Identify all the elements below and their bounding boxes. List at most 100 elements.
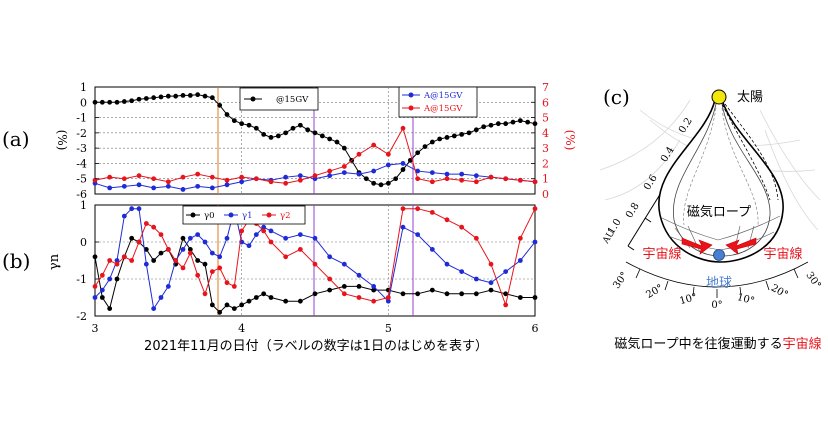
au-tick-0.4: 0.4: [659, 145, 677, 164]
data-point-blue: [429, 247, 435, 252]
data-point-blue: [261, 224, 267, 230]
y-tick-label-right: 2: [542, 157, 549, 170]
data-point-black: [517, 118, 523, 124]
data-point-blue: [195, 183, 201, 189]
data-point-red: [158, 232, 164, 238]
data-point-blue: [371, 284, 377, 289]
data-point-blue: [187, 235, 193, 241]
magnetic-rope-outline: [657, 99, 784, 263]
y-tick-label-right: 0: [542, 188, 549, 201]
data-point-black: [275, 133, 281, 139]
data-point-blue: [283, 235, 289, 241]
angle-arc: [625, 261, 809, 288]
data-point-black: [99, 295, 105, 300]
chart-a-legend-right: A@15GV A@15GV: [398, 86, 478, 118]
chart-b-x-ticks: 3 4 5 6: [92, 322, 539, 335]
data-point-black: [451, 133, 457, 139]
data-point-black: [319, 133, 325, 139]
panel-label-c: (c): [603, 85, 630, 109]
rope-inner-left-2: [683, 107, 717, 226]
data-point-black: [334, 139, 340, 145]
panel-label-b: (b): [2, 249, 30, 273]
data-point-black: [195, 258, 201, 263]
chart-b-series: [92, 206, 538, 315]
chart-b: -2 -1 0 1 3 4 5 6 γn γ0 γ1 γ2: [47, 199, 539, 335]
chart-b-legend: γ0 γ1 γ2: [182, 205, 306, 225]
data-point-black: [165, 93, 171, 99]
data-point-red: [532, 206, 538, 212]
data-point-blue: [327, 173, 333, 179]
data-point-black: [495, 121, 501, 127]
data-point-red: [327, 168, 333, 174]
caption-main: 磁気ロープ中を往復運動する: [614, 336, 782, 352]
data-point-red: [415, 176, 421, 182]
rope-inner-right: [721, 103, 771, 257]
data-point-red: [209, 269, 215, 274]
data-point-red: [371, 298, 377, 304]
data-point-red: [517, 235, 523, 241]
data-point-red: [444, 176, 450, 182]
data-point-red: [488, 174, 494, 180]
data-point-black: [107, 99, 113, 105]
data-point-red: [532, 179, 538, 185]
data-point-red: [261, 228, 267, 234]
data-point-red: [231, 284, 237, 289]
data-point-red: [312, 261, 318, 267]
data-point-black: [92, 254, 98, 260]
rope-inner-right-2: [721, 107, 759, 226]
chart-a-legend-right-blue: A@15GV: [423, 91, 463, 101]
data-point-black: [532, 295, 538, 300]
chart-a-y-ticks-right: 0 1 2 3 4 5 6 7: [531, 81, 549, 201]
panel-label-a: (a): [2, 127, 30, 151]
data-point-red: [517, 177, 523, 183]
y-tick-label-right: 5: [542, 112, 549, 125]
data-point-blue: [121, 183, 127, 189]
data-point-red: [297, 247, 303, 252]
data-point-red: [187, 250, 193, 256]
data-point-red: [473, 235, 479, 241]
data-point-blue: [312, 235, 318, 241]
data-point-blue: [165, 284, 171, 289]
data-point-red: [136, 239, 142, 245]
data-point-red: [459, 224, 465, 230]
data-point-blue: [327, 254, 333, 260]
data-point-blue: [488, 280, 494, 286]
data-point-red: [503, 302, 509, 308]
data-point-red: [136, 173, 142, 179]
data-point-blue: [400, 161, 406, 166]
chart-a-legend-left-label: @15GV: [276, 95, 309, 105]
data-point-black: [283, 298, 289, 304]
y-tick-label: -2: [76, 127, 87, 140]
data-point-blue: [209, 250, 215, 256]
data-point-blue: [444, 261, 450, 267]
x-tick-label: 6: [532, 322, 539, 335]
data-point-black: [173, 93, 179, 99]
chart-b-legend-g2: γ2: [280, 211, 291, 221]
data-point-black: [341, 145, 347, 151]
data-point-black: [305, 127, 311, 133]
data-point-black: [510, 119, 516, 125]
y-tick-label: -2: [76, 310, 87, 323]
data-point-black: [253, 295, 259, 300]
data-point-black: [239, 121, 245, 127]
y-tick-label: -6: [76, 188, 87, 201]
data-point-black: [371, 287, 377, 293]
data-point-red: [224, 177, 230, 183]
data-point-red: [99, 272, 105, 278]
data-point-black: [246, 122, 252, 128]
y-tick-label-right: 3: [542, 142, 549, 155]
data-point-red: [297, 177, 303, 183]
data-point-black: [180, 93, 186, 98]
data-point-black: [363, 176, 369, 182]
data-point-red: [327, 276, 333, 282]
data-point-blue: [107, 185, 113, 191]
data-point-red: [107, 174, 113, 180]
data-point-black: [400, 167, 406, 172]
data-point-blue: [246, 243, 252, 249]
data-point-red: [180, 174, 186, 180]
data-point-red: [400, 125, 406, 131]
chart-a-legend-right-red: A@15GV: [423, 104, 463, 114]
data-point-black: [356, 284, 362, 289]
data-point-red: [312, 173, 318, 179]
data-point-red: [195, 171, 201, 177]
